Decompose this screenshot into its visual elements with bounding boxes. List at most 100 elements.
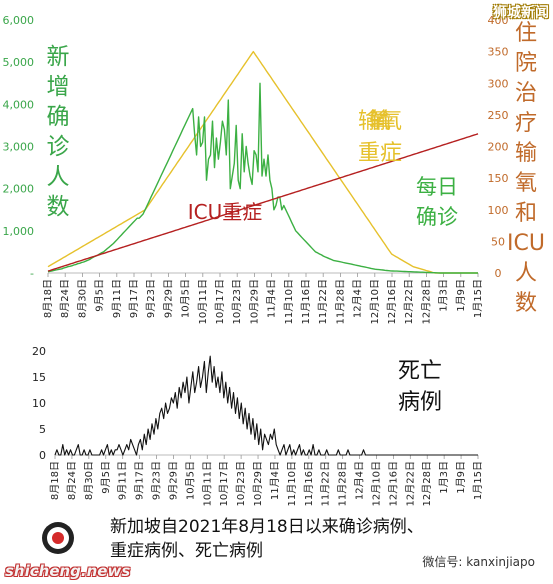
y-right-axis-label: 院 <box>515 51 537 76</box>
x-axis-top-label: 8月30日 <box>76 279 88 318</box>
y-deaths-tick-label: 15 <box>32 371 46 384</box>
series-line-cases <box>47 82 478 274</box>
y-right-tick-label: 250 <box>488 109 509 122</box>
top-watermark: 狮城新闻 <box>493 5 549 21</box>
y-deaths-tick-label: 5 <box>39 423 46 436</box>
x-axis-top-label: 9月5日 <box>94 279 106 312</box>
x-axis-bottom-label: 8月24日 <box>66 461 78 500</box>
y-right-axis-label: 治 <box>515 81 537 106</box>
y-deaths-tick-label: 10 <box>32 397 46 410</box>
x-axis-bottom-label: 11月4日 <box>269 461 281 500</box>
x-axis-bottom-label: 10月5日 <box>184 461 196 500</box>
x-axis-top-label: 1月9日 <box>455 279 467 312</box>
y-deaths-tick-label: 0 <box>39 449 46 462</box>
y-left-axis-label: 确 <box>47 104 70 130</box>
caption-line-2: 重症病例、死亡病例 <box>110 541 263 561</box>
x-axis-bottom-label: 8月30日 <box>83 461 95 500</box>
y-right-tick-label: 350 <box>488 46 509 59</box>
cases-series-label: 确诊 <box>416 205 458 229</box>
x-axis-top-label: 11月22日 <box>317 279 329 324</box>
deaths-series-label: 死亡 <box>398 359 442 384</box>
x-axis-top-label: 12月16日 <box>386 279 398 324</box>
x-axis-top-label: 9月17日 <box>128 279 140 318</box>
y-right-axis-label: 输 <box>515 141 537 166</box>
series-line-icu <box>47 133 479 272</box>
deaths-chart: 0 5 10 15 20 8月18日 8月24日 8月30日 9月5日 9月11日 9月17日 9月2… <box>32 345 484 506</box>
x-axis-bottom-label: 8月18日 <box>49 461 61 500</box>
x-axis-bottom-label: 9月17日 <box>134 461 146 500</box>
x-axis-bottom-label: 12月28日 <box>421 461 433 506</box>
x-axis-bottom-label: 9月23日 <box>151 461 163 500</box>
cases-severe-icu-chart: - 1,000 2,000 3,000 4,000 5,000 6,000 0 50 100 150… <box>3 14 545 324</box>
y-right-tick-label: 300 <box>488 77 509 90</box>
x-axis-bottom-label: 11月16日 <box>303 461 315 506</box>
x-axis-bottom-label: 12月10日 <box>370 461 382 506</box>
x-axis-bottom-label: 9月11日 <box>117 461 129 500</box>
y-right-tick-label: 0 <box>495 267 502 280</box>
y-right-axis-label: ICU <box>507 231 545 256</box>
y-left-axis-label: 诊 <box>47 134 70 160</box>
x-axis-bottom-label: 12月4日 <box>354 461 366 500</box>
icu-series-label: ICU重症 <box>188 200 263 224</box>
y-left-tick-label: 4,000 <box>3 98 35 111</box>
series-line-deaths <box>54 355 478 456</box>
severe-series-label: 输 <box>369 109 391 134</box>
x-axis-bottom-label: 1月15日 <box>472 461 484 500</box>
x-axis-bottom-label: 10月29日 <box>252 461 264 506</box>
y-right-axis-label: 疗 <box>515 111 537 136</box>
x-axis-top-label: 9月11日 <box>111 279 123 318</box>
x-axis-top-label: 10月5日 <box>180 279 192 318</box>
x-axis-top-label: 8月18日 <box>42 279 54 318</box>
x-axis-top-label: 12月10日 <box>369 279 381 324</box>
x-axis-bottom-label: 12月16日 <box>387 461 399 506</box>
x-axis-top-label: 12月28日 <box>420 279 432 324</box>
x-axis-bottom-label: 9月29日 <box>167 461 179 500</box>
y-deaths-tick-label: 20 <box>32 345 46 358</box>
y-right-tick-label: 50 <box>491 235 505 248</box>
y-left-tick-label: 6,000 <box>3 14 35 27</box>
x-axis-bottom-label: 10月11日 <box>201 461 213 506</box>
y-right-axis-label: 人 <box>515 261 537 286</box>
x-axis-top-label: 9月29日 <box>162 279 174 318</box>
x-axis-bottom-label: 10月17日 <box>218 461 230 506</box>
y-left-tick-label: 3,000 <box>3 141 35 154</box>
x-axis-bottom-label: 1月3日 <box>438 461 450 494</box>
x-axis-bottom-label: 11月22日 <box>320 461 332 506</box>
y-right-axis-label: 氧 <box>515 171 537 196</box>
site-watermark: shicheng.news <box>5 562 131 580</box>
caption-line-1: 新加坡自2021年8月18日以来确诊病例、 <box>110 517 424 537</box>
severe-series-label: 重症 <box>358 141 402 166</box>
y-right-tick-label: 150 <box>488 172 509 185</box>
y-left-tick-label: 1,000 <box>3 225 35 238</box>
y-right-axis-label: 住 <box>515 21 537 46</box>
x-axis-top-label: 11月28日 <box>334 279 346 324</box>
x-axis-top-label: 12月4日 <box>352 279 364 318</box>
y-right-tick-label: 200 <box>488 141 509 154</box>
x-axis-top-label: 1月3日 <box>438 279 450 312</box>
x-axis-top-label: 10月11日 <box>197 279 209 324</box>
y-right-axis-label: 和 <box>515 201 537 226</box>
cases-series-label: 每日 <box>416 175 458 199</box>
x-axis-top-label: 12月22日 <box>403 279 415 324</box>
y-left-axis-label: 增 <box>47 74 70 100</box>
x-axis-bottom-label: 11月28日 <box>337 461 349 506</box>
y-left-axis-label: 新 <box>47 44 70 70</box>
x-axis-top-label: 8月24日 <box>59 279 71 318</box>
series-line-severe <box>47 50 478 274</box>
x-axis-top-label: 11月10日 <box>283 279 295 324</box>
x-axis-top-label: 9月23日 <box>145 279 157 318</box>
x-axis-top-label: 11月16日 <box>300 279 312 324</box>
severe-series-label: 氧 <box>369 109 391 134</box>
x-axis-top-label: 1月15日 <box>472 279 484 318</box>
x-axis-top-label: 10月17日 <box>214 279 226 324</box>
deaths-series-label: 病例 <box>398 390 442 415</box>
x-axis-bottom-label: 10月23日 <box>235 461 247 506</box>
wechat-watermark: 微信号: kanxinjiapo <box>422 555 535 569</box>
y-right-axis-label: 数 <box>515 291 537 316</box>
y-right-tick-label: 400 <box>488 14 509 27</box>
severe-series-label: 输氧 <box>358 109 402 134</box>
x-axis-top-label: 10月29日 <box>248 279 260 324</box>
x-axis-bottom-label: 11月10日 <box>286 461 298 506</box>
x-axis-bottom-label: 12月22日 <box>404 461 416 506</box>
x-axis-bottom-label: 1月9日 <box>455 461 467 494</box>
